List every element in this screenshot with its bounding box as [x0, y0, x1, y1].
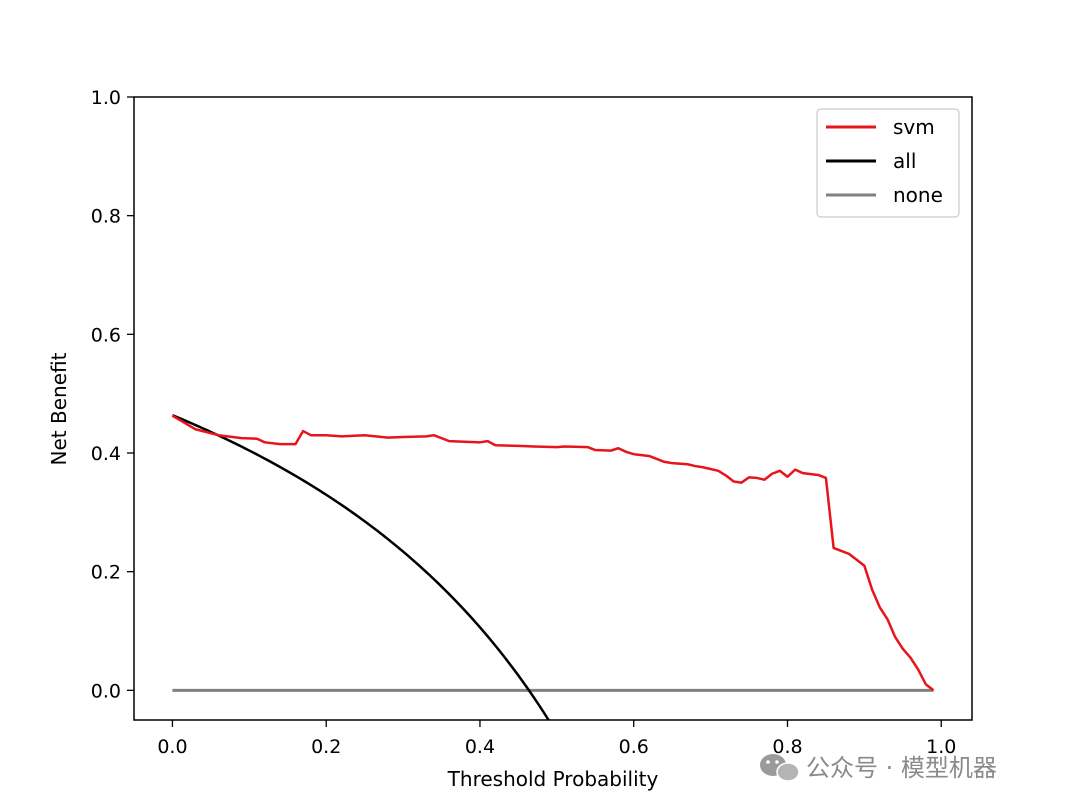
plot-frame: [133, 96, 973, 721]
y-tick-label: 1.0: [91, 87, 121, 109]
x-axis-ticks: 0.0 0.2 0.4 0.6 0.8 1.0: [157, 720, 956, 758]
watermark: 公众号 · 模型机器: [760, 754, 997, 782]
legend-box: [816, 108, 960, 218]
series-line-svm: [171, 414, 935, 692]
x-axis-label: Threshold Probability: [447, 767, 659, 791]
series-line-all: [171, 414, 551, 720]
y-axis-ticks: 0.0 0.2 0.4 0.6 0.8 1.0: [91, 87, 134, 702]
x-tick-label: 0.8: [772, 736, 802, 758]
wechat-icon: [760, 754, 800, 782]
y-axis-label: Net Benefit: [47, 352, 71, 465]
x-tick-label: 0.6: [619, 736, 649, 758]
x-tick-label: 0.4: [465, 736, 495, 758]
y-tick-label: 0.4: [91, 443, 121, 465]
x-tick-label: 1.0: [926, 736, 956, 758]
legend-label-svm: svm: [893, 115, 935, 139]
legend-label-all: all: [893, 149, 916, 173]
x-tick-label: 0.0: [157, 736, 187, 758]
x-tick-label: 0.2: [311, 736, 341, 758]
y-tick-label: 0.6: [91, 324, 121, 346]
watermark-text: 公众号 · 模型机器: [806, 754, 997, 782]
y-tick-label: 0.2: [91, 562, 121, 584]
series-layer: [171, 414, 935, 720]
y-tick-label: 0.8: [91, 206, 121, 228]
y-tick-label: 0.0: [91, 680, 121, 702]
legend-label-none: none: [893, 183, 943, 207]
legend: svm all none: [816, 108, 960, 218]
